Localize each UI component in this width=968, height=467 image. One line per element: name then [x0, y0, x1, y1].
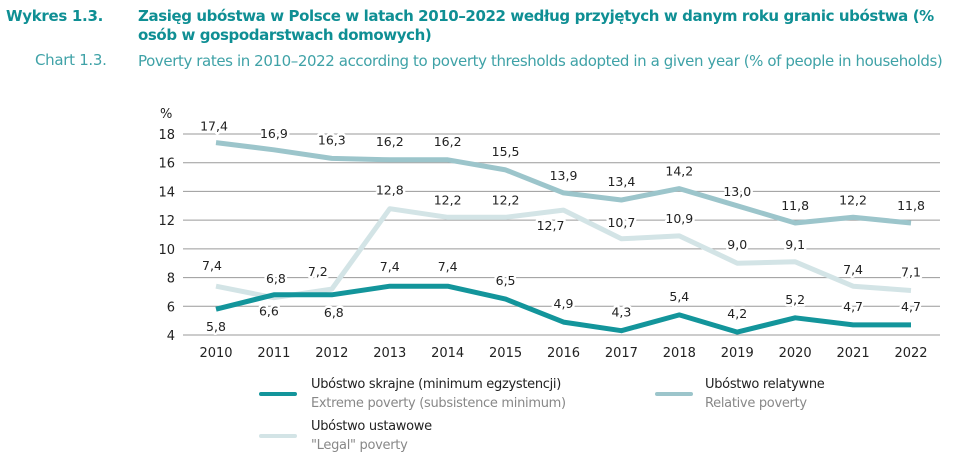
legend-swatch-extreme [259, 392, 297, 396]
data-label-legal: 12,8 [376, 183, 404, 198]
legend-label-relative-en: Relative poverty [705, 396, 807, 411]
legend-label-extreme-pl: Ubóstwo skrajne (minimum egzystencji) [311, 377, 562, 392]
data-label-extreme: 5,8 [206, 319, 226, 334]
data-label-extreme: 4,3 [611, 305, 631, 320]
data-label-relative: 15,5 [492, 144, 520, 159]
data-label-legal: 9,0 [727, 237, 747, 252]
chart-title-pl: Zasięg ubóstwa w Polsce w latach 2010–20… [138, 7, 934, 44]
x-tick-label: 2010 [199, 346, 232, 361]
data-label-relative: 14,2 [665, 164, 693, 179]
chart-number-en: Chart 1.3. [35, 51, 107, 69]
x-tick-label: 2022 [894, 346, 927, 361]
data-label-relative: 11,8 [781, 198, 809, 213]
data-label-legal: 7,2 [308, 264, 328, 279]
data-label-relative: 13,0 [723, 184, 751, 199]
y-tick-label: 16 [158, 157, 175, 172]
legend-label-extreme-en: Extreme poverty (subsistence minimum) [311, 396, 566, 411]
x-tick-label: 2021 [837, 346, 870, 361]
x-tick-label: 2015 [489, 346, 522, 361]
data-label-extreme: 6,8 [266, 271, 286, 286]
data-label-extreme: 6,8 [324, 305, 344, 320]
x-tick-label: 2019 [721, 346, 754, 361]
series-lines [215, 140, 912, 335]
data-label-legal: 12,7 [537, 218, 565, 233]
legend-label-relative-pl: Ubóstwo relatywne [705, 377, 825, 392]
x-axis: 2010 2011 2012 2013 2014 2015 2016 2017 2018 2019… [199, 346, 927, 361]
x-tick-label: 2016 [547, 346, 580, 361]
data-label-extreme: 4,2 [727, 306, 747, 321]
x-tick-label: 2011 [257, 346, 290, 361]
chart-title-en: Poverty rates in 2010–2022 according to … [138, 52, 943, 70]
series-line-legal [215, 206, 912, 301]
chart-number-pl: Wykres 1.3. [6, 7, 103, 25]
y-tick-label: 4 [167, 329, 175, 344]
data-label-relative: 16,9 [260, 126, 288, 141]
legend-label-legal-pl: Ubóstwo ustawowe [311, 419, 432, 434]
data-label-legal: 7,4 [843, 262, 863, 277]
data-label-relative: 16,3 [318, 132, 346, 147]
data-label-extreme: 7,4 [380, 259, 400, 274]
data-label-relative: 16,2 [376, 134, 404, 149]
data-label-legal: 12,2 [492, 192, 520, 207]
data-label-relative: 12,2 [839, 192, 867, 207]
series-line-extreme [215, 283, 911, 335]
data-label-extreme: 7,4 [438, 259, 458, 274]
x-tick-label: 2012 [315, 346, 348, 361]
data-label-legal: 10,9 [665, 211, 693, 226]
x-tick-label: 2018 [663, 346, 696, 361]
data-label-legal: 6,6 [259, 304, 279, 319]
data-label-relative: 11,8 [897, 198, 925, 213]
legend-swatch-legal [259, 434, 297, 438]
data-label-relative: 16,2 [434, 134, 462, 149]
data-label-extreme: 4,7 [901, 299, 921, 314]
legend-swatch-relative [655, 392, 693, 396]
data-labels: 17,4 16,9 16,3 16,2 16,2 15,5 13,9 13,4 14,2 13,0… [198, 116, 928, 337]
data-label-extreme: 5,4 [669, 289, 689, 304]
data-label-legal: 10,7 [607, 215, 635, 230]
x-tick-label: 2017 [605, 346, 638, 361]
x-tick-label: 2013 [373, 346, 406, 361]
y-tick-label: 14 [158, 185, 175, 200]
data-label-extreme: 5,2 [785, 292, 805, 307]
data-label-extreme: 6,5 [496, 273, 516, 288]
legend-label-legal-en: "Legal" poverty [311, 438, 408, 453]
x-tick-label: 2020 [779, 346, 812, 361]
y-axis-unit: % [160, 107, 172, 122]
data-label-relative: 17,4 [200, 119, 228, 134]
data-label-extreme: 4,9 [554, 296, 574, 311]
data-label-legal: 9,1 [785, 237, 805, 252]
series-line-relative [215, 140, 912, 226]
y-tick-label: 10 [158, 243, 175, 258]
y-tick-label: 8 [167, 272, 175, 287]
y-axis: % 4 6 8 10 12 14 16 18 [158, 107, 175, 344]
y-tick-label: 6 [167, 300, 175, 315]
data-label-legal: 7,4 [202, 258, 222, 273]
data-label-legal: 12,2 [434, 192, 462, 207]
x-tick-label: 2014 [431, 346, 464, 361]
data-label-relative: 13,9 [550, 168, 578, 183]
data-label-relative: 13,4 [607, 174, 635, 189]
y-tick-label: 12 [158, 214, 175, 229]
y-tick-label: 18 [158, 128, 175, 143]
data-label-legal: 7,1 [901, 264, 921, 279]
data-label-extreme: 4,7 [843, 299, 863, 314]
